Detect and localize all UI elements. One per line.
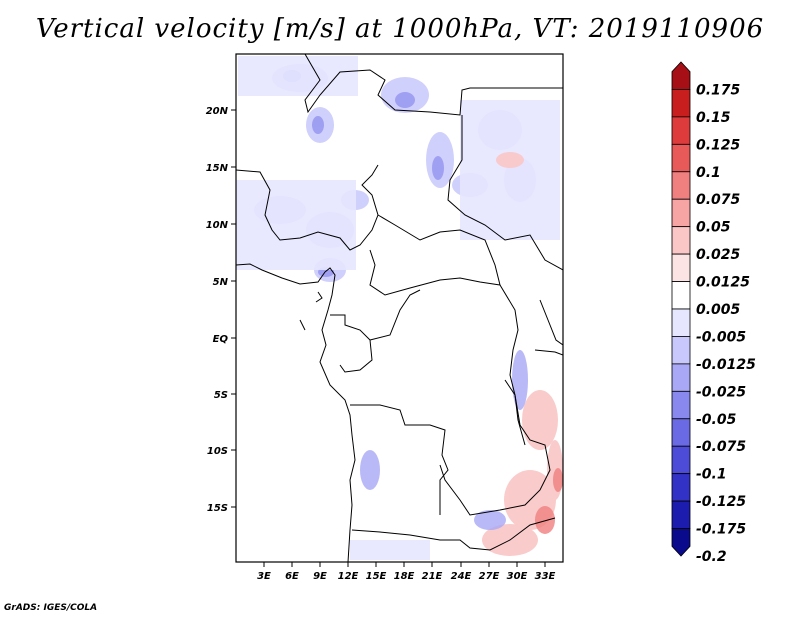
colorbar-swatch [671, 336, 691, 365]
colorbar-swatch [671, 390, 691, 420]
colorbar-label: 0.025 [696, 247, 741, 263]
colorbar-label: 0.05 [696, 220, 731, 236]
lon-tick-label: 18E [394, 571, 415, 582]
lon-tick-label: 30E [507, 571, 528, 582]
grads-credit: GrADS: IGES/COLA [4, 603, 98, 613]
lat-tick-label: 15S [207, 503, 228, 514]
colorbar-label: -0.005 [696, 329, 746, 345]
lat-tick-label: 20N [206, 106, 229, 117]
colorbar: 0.175 0.15 0.125 0.1 0.075 0.05 0.025 0.0125 0.0… [671, 61, 756, 565]
colorbar-label: -0.05 [696, 412, 737, 428]
colorbar-label: -0.175 [696, 522, 746, 538]
colorbar-label: -0.1 [696, 467, 727, 483]
colorbar-label: 0.175 [696, 82, 741, 98]
lat-tick-label: 10S [207, 446, 228, 457]
lat-tick-label: 5N [213, 277, 229, 288]
colorbar-label: -0.2 [696, 549, 727, 565]
colorbar-swatch [671, 445, 691, 475]
colorbar-label: -0.125 [696, 494, 746, 510]
colorbar-swatch [671, 89, 691, 118]
lat-tick-label: 15N [206, 163, 229, 174]
lon-tick-label: 6E [285, 571, 299, 582]
colorbar-label: -0.025 [696, 384, 746, 400]
colorbar-label: 0.075 [696, 192, 741, 208]
colorbar-swatch [671, 528, 691, 557]
colorbar-label: 0.005 [696, 302, 741, 318]
colorbar-swatch [671, 500, 691, 529]
colorbar-swatch [671, 116, 691, 145]
colorbar-label: 0.15 [696, 110, 731, 126]
lon-tick-label: 24E [451, 571, 472, 582]
lon-tick-label: 3E [257, 571, 271, 582]
lat-tick-label: 5S [214, 390, 228, 401]
lon-tick-label: 9E [313, 571, 327, 582]
colorbar-swatch [671, 418, 691, 447]
colorbar-label: 0.125 [696, 137, 741, 153]
colorbar-swatch [671, 308, 691, 337]
colorbar-label: 0.1 [696, 165, 721, 181]
colorbar-swatch [671, 281, 691, 310]
lat-tick-label: 10N [206, 220, 229, 231]
lon-tick-label: 33E [535, 571, 556, 582]
lat-tick-label: EQ [213, 334, 229, 345]
colorbar-swatch [671, 61, 691, 90]
colorbar-label: -0.0125 [696, 357, 756, 373]
map-title: Vertical velocity [m/s] at 1000hPa, VT: … [35, 14, 765, 44]
velocity-field [236, 54, 563, 562]
colorbar-swatch [671, 171, 691, 200]
colorbar-swatch [671, 473, 691, 502]
lon-tick-label: 15E [366, 571, 387, 582]
lon-axis: 3E 6E 9E 12E 15E 18E 21E 24E 27E 30E 33E [257, 562, 556, 582]
colorbar-swatch [671, 363, 691, 392]
colorbar-swatch [671, 198, 691, 228]
lon-tick-label: 12E [338, 571, 359, 582]
map-border [235, 53, 564, 563]
lon-tick-label: 21E [422, 571, 443, 582]
colorbar-label: 0.0125 [696, 275, 750, 291]
colorbar-label: -0.075 [696, 439, 746, 455]
colorbar-swatch [671, 143, 691, 173]
colorbar-swatch [671, 226, 691, 255]
country-borders [236, 54, 563, 562]
lat-axis: 20N 15N 10N 5N EQ 5S 10S 15S [206, 106, 236, 514]
colorbar-swatch [671, 253, 691, 282]
lon-tick-label: 27E [479, 571, 500, 582]
